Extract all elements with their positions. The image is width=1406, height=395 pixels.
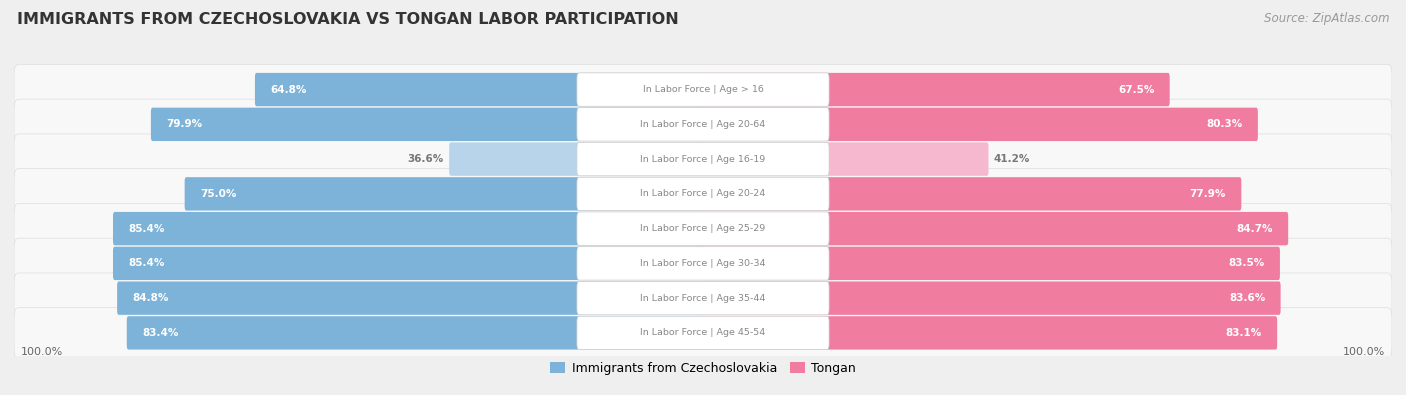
Text: 80.3%: 80.3% <box>1206 119 1243 129</box>
Text: 83.1%: 83.1% <box>1226 328 1261 338</box>
FancyBboxPatch shape <box>576 177 830 211</box>
Text: 100.0%: 100.0% <box>21 347 63 357</box>
Text: In Labor Force | Age 16-19: In Labor Force | Age 16-19 <box>640 154 766 164</box>
Text: In Labor Force | Age 20-64: In Labor Force | Age 20-64 <box>640 120 766 129</box>
Text: In Labor Force | Age 20-24: In Labor Force | Age 20-24 <box>640 189 766 198</box>
FancyBboxPatch shape <box>576 73 830 106</box>
Text: 84.8%: 84.8% <box>132 293 169 303</box>
Text: 67.5%: 67.5% <box>1118 85 1154 94</box>
FancyBboxPatch shape <box>14 203 1392 254</box>
FancyBboxPatch shape <box>112 247 704 280</box>
Text: 41.2%: 41.2% <box>994 154 1031 164</box>
FancyBboxPatch shape <box>702 73 1170 106</box>
Text: 79.9%: 79.9% <box>166 119 202 129</box>
FancyBboxPatch shape <box>14 99 1392 150</box>
Legend: Immigrants from Czechoslovakia, Tongan: Immigrants from Czechoslovakia, Tongan <box>546 357 860 380</box>
Text: In Labor Force | Age 45-54: In Labor Force | Age 45-54 <box>640 328 766 337</box>
Text: Source: ZipAtlas.com: Source: ZipAtlas.com <box>1264 12 1389 25</box>
FancyBboxPatch shape <box>14 169 1392 219</box>
Text: In Labor Force | Age 30-34: In Labor Force | Age 30-34 <box>640 259 766 268</box>
Text: 64.8%: 64.8% <box>270 85 307 94</box>
Text: 83.4%: 83.4% <box>142 328 179 338</box>
FancyBboxPatch shape <box>702 143 988 176</box>
FancyBboxPatch shape <box>702 282 1281 315</box>
Text: 85.4%: 85.4% <box>128 258 165 268</box>
FancyBboxPatch shape <box>14 64 1392 115</box>
FancyBboxPatch shape <box>254 73 704 106</box>
Text: 100.0%: 100.0% <box>1343 347 1385 357</box>
FancyBboxPatch shape <box>576 247 830 280</box>
Text: In Labor Force | Age > 16: In Labor Force | Age > 16 <box>643 85 763 94</box>
FancyBboxPatch shape <box>576 108 830 141</box>
FancyBboxPatch shape <box>184 177 704 211</box>
Text: IMMIGRANTS FROM CZECHOSLOVAKIA VS TONGAN LABOR PARTICIPATION: IMMIGRANTS FROM CZECHOSLOVAKIA VS TONGAN… <box>17 12 679 27</box>
Text: 77.9%: 77.9% <box>1189 189 1226 199</box>
FancyBboxPatch shape <box>14 238 1392 289</box>
Text: 84.7%: 84.7% <box>1236 224 1272 233</box>
FancyBboxPatch shape <box>14 308 1392 358</box>
FancyBboxPatch shape <box>14 134 1392 184</box>
FancyBboxPatch shape <box>576 316 830 350</box>
FancyBboxPatch shape <box>449 143 704 176</box>
FancyBboxPatch shape <box>14 273 1392 324</box>
Text: In Labor Force | Age 25-29: In Labor Force | Age 25-29 <box>640 224 766 233</box>
Text: 75.0%: 75.0% <box>200 189 236 199</box>
FancyBboxPatch shape <box>150 108 704 141</box>
FancyBboxPatch shape <box>702 212 1288 245</box>
FancyBboxPatch shape <box>112 212 704 245</box>
Text: 83.6%: 83.6% <box>1229 293 1265 303</box>
Text: 85.4%: 85.4% <box>128 224 165 233</box>
Text: In Labor Force | Age 35-44: In Labor Force | Age 35-44 <box>640 293 766 303</box>
FancyBboxPatch shape <box>117 282 704 315</box>
Text: 83.5%: 83.5% <box>1229 258 1264 268</box>
FancyBboxPatch shape <box>702 108 1258 141</box>
FancyBboxPatch shape <box>702 177 1241 211</box>
FancyBboxPatch shape <box>127 316 704 350</box>
Text: 36.6%: 36.6% <box>408 154 444 164</box>
FancyBboxPatch shape <box>576 212 830 245</box>
FancyBboxPatch shape <box>702 247 1279 280</box>
FancyBboxPatch shape <box>702 316 1277 350</box>
FancyBboxPatch shape <box>576 282 830 315</box>
FancyBboxPatch shape <box>576 143 830 176</box>
